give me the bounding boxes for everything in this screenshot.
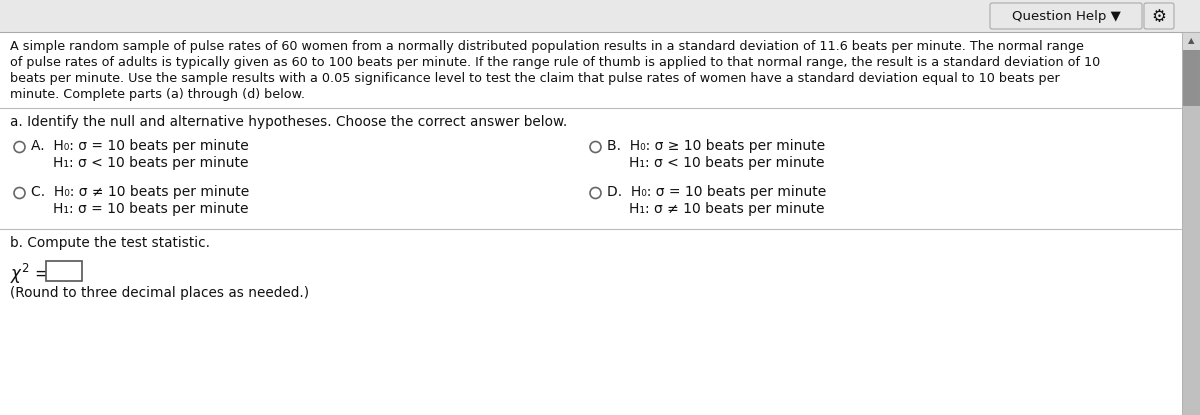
- Text: beats per minute. Use the sample results with a 0.05 significance level to test : beats per minute. Use the sample results…: [10, 72, 1060, 85]
- Text: ⚙: ⚙: [1152, 7, 1166, 25]
- Text: A.  H₀: σ = 10 beats per minute: A. H₀: σ = 10 beats per minute: [31, 139, 248, 153]
- Text: H₁: σ ≠ 10 beats per minute: H₁: σ ≠ 10 beats per minute: [629, 202, 824, 216]
- Text: (Round to three decimal places as needed.): (Round to three decimal places as needed…: [10, 286, 310, 300]
- Text: C.  H₀: σ ≠ 10 beats per minute: C. H₀: σ ≠ 10 beats per minute: [31, 185, 250, 199]
- Text: ▲: ▲: [1188, 37, 1194, 46]
- Text: B.  H₀: σ ≥ 10 beats per minute: B. H₀: σ ≥ 10 beats per minute: [607, 139, 826, 153]
- FancyBboxPatch shape: [1182, 50, 1200, 415]
- FancyBboxPatch shape: [1144, 3, 1174, 29]
- Text: H₁: σ < 10 beats per minute: H₁: σ < 10 beats per minute: [53, 156, 248, 170]
- Text: D.  H₀: σ = 10 beats per minute: D. H₀: σ = 10 beats per minute: [607, 185, 827, 199]
- FancyBboxPatch shape: [990, 3, 1142, 29]
- FancyBboxPatch shape: [0, 32, 1182, 415]
- Text: A simple random sample of pulse rates of 60 women from a normally distributed po: A simple random sample of pulse rates of…: [10, 40, 1084, 53]
- Text: H₁: σ < 10 beats per minute: H₁: σ < 10 beats per minute: [629, 156, 824, 170]
- FancyBboxPatch shape: [1182, 32, 1200, 50]
- Text: a. Identify the null and alternative hypotheses. Choose the correct answer below: a. Identify the null and alternative hyp…: [10, 115, 568, 129]
- Text: of pulse rates of adults is typically given as 60 to 100 beats per minute. If th: of pulse rates of adults is typically gi…: [10, 56, 1100, 69]
- Text: H₁: σ = 10 beats per minute: H₁: σ = 10 beats per minute: [53, 202, 248, 216]
- FancyBboxPatch shape: [1183, 50, 1199, 105]
- FancyBboxPatch shape: [46, 261, 82, 281]
- Text: Question Help ▼: Question Help ▼: [1012, 10, 1121, 23]
- FancyBboxPatch shape: [0, 0, 1200, 32]
- Text: minute. Complete parts (a) through (d) below.: minute. Complete parts (a) through (d) b…: [10, 88, 305, 101]
- Text: b. Compute the test statistic.: b. Compute the test statistic.: [10, 236, 210, 250]
- Text: $\chi^2$ =: $\chi^2$ =: [10, 262, 49, 286]
